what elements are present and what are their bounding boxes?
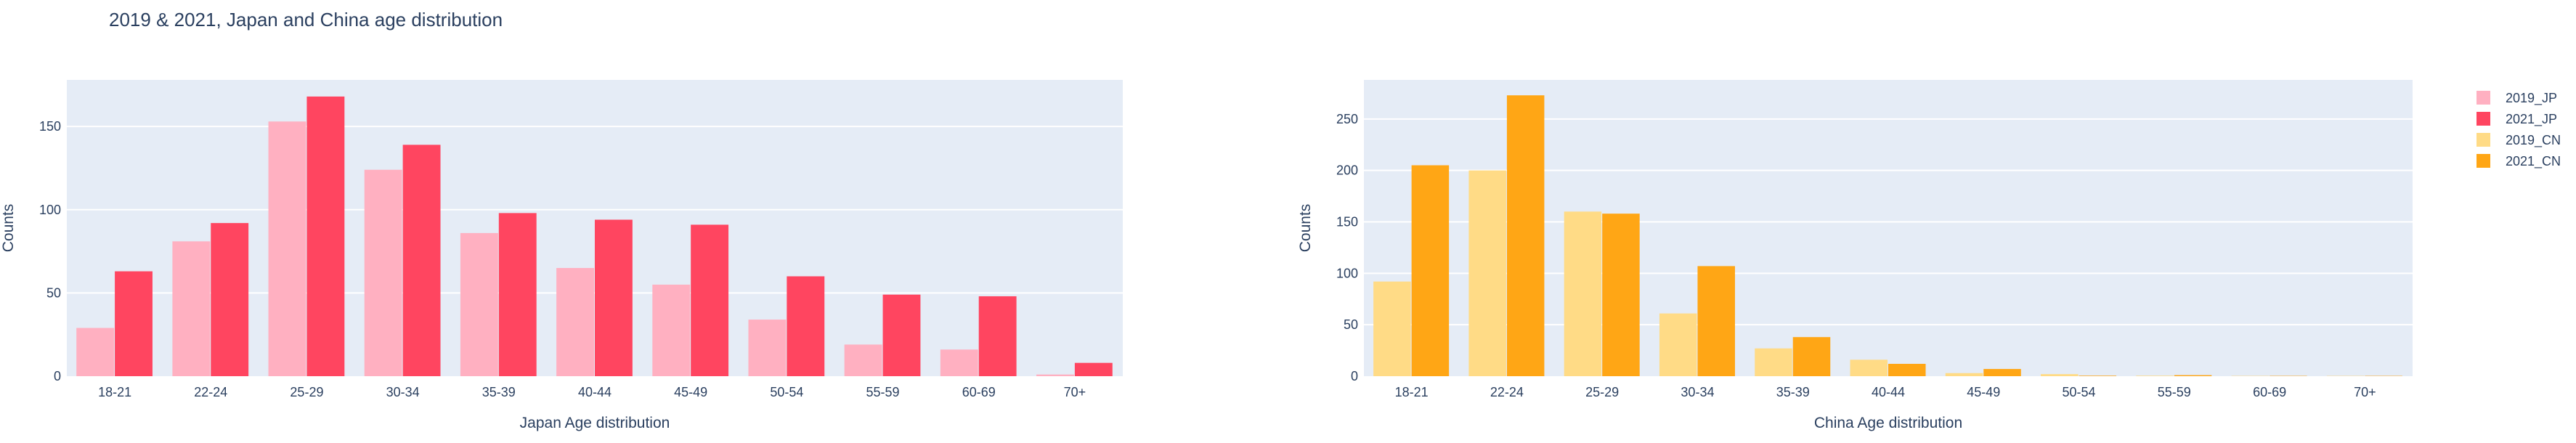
legend-label-2019_JP[interactable]: 2019_JP bbox=[2506, 91, 2557, 106]
china-y-tick-label: 0 bbox=[1351, 369, 1358, 383]
bar-2021_CN-35-39[interactable] bbox=[1792, 337, 1831, 376]
china-y-axis-title: Counts bbox=[1297, 204, 1314, 253]
japan-x-axis-title: Japan Age distribution bbox=[520, 415, 670, 431]
bar-2019_CN-45-49[interactable] bbox=[1945, 373, 1983, 376]
japan-y-tick-label: 0 bbox=[54, 369, 61, 383]
china-x-tick-label: 70+ bbox=[2354, 385, 2376, 399]
japan-y-tick-label: 150 bbox=[39, 119, 61, 134]
bar-2021_JP-22-24[interactable] bbox=[211, 223, 249, 376]
japan-x-tick-label: 30-34 bbox=[386, 385, 420, 399]
legend-swatch-2021_CN[interactable] bbox=[2477, 154, 2490, 168]
bar-2021_JP-55-59[interactable] bbox=[882, 294, 921, 376]
bar-2021_CN-45-49[interactable] bbox=[1983, 369, 2021, 376]
china-x-tick-label: 40-44 bbox=[1872, 385, 1905, 399]
bar-2019_JP-55-59[interactable] bbox=[844, 344, 882, 376]
china-y-tick-label: 100 bbox=[1336, 266, 1358, 280]
china-y-tick-label: 150 bbox=[1336, 215, 1358, 229]
china-x-tick-label: 45-49 bbox=[1967, 385, 2000, 399]
bar-2019_JP-50-54[interactable] bbox=[748, 320, 787, 376]
bar-2019_JP-22-24[interactable] bbox=[172, 241, 211, 376]
bar-2019_CN-30-34[interactable] bbox=[1659, 313, 1697, 376]
bar-2021_JP-18-21[interactable] bbox=[115, 271, 153, 376]
bar-2021_JP-50-54[interactable] bbox=[787, 276, 825, 376]
chart-title: 2019 & 2021, Japan and China age distrib… bbox=[109, 9, 503, 31]
legend-swatch-2019_JP[interactable] bbox=[2477, 91, 2490, 105]
bar-2019_CN-35-39[interactable] bbox=[1755, 348, 1792, 376]
china-x-tick-label: 50-54 bbox=[2063, 385, 2096, 399]
japan-x-tick-label: 22-24 bbox=[194, 385, 227, 399]
bar-2019_CN-22-24[interactable] bbox=[1468, 170, 1506, 376]
japan-x-tick-label: 40-44 bbox=[578, 385, 612, 399]
legend-swatch-2019_CN[interactable] bbox=[2477, 133, 2490, 147]
bar-2019_JP-45-49[interactable] bbox=[652, 284, 691, 376]
japan-y-tick-label: 50 bbox=[46, 285, 61, 300]
legend-label-2021_JP[interactable]: 2021_JP bbox=[2506, 112, 2557, 127]
china-x-tick-label: 25-29 bbox=[1585, 385, 1619, 399]
china-chart-panel: 0 50 100 150 200 250 18-21 22-24 25-29 30-34 35-39… bbox=[1297, 80, 2413, 431]
japan-x-tick-label: 18-21 bbox=[98, 385, 131, 399]
bar-2021_CN-25-29[interactable] bbox=[1602, 214, 1640, 376]
bar-2021_CN-22-24[interactable] bbox=[1506, 95, 1545, 376]
bar-2019_JP-30-34[interactable] bbox=[364, 169, 402, 377]
bar-2019_CN-55-59[interactable] bbox=[2136, 375, 2174, 376]
bar-2021_JP-60-69[interactable] bbox=[978, 296, 1017, 376]
bar-2019_JP-70+[interactable] bbox=[1036, 374, 1074, 376]
bar-2021_JP-70+[interactable] bbox=[1074, 362, 1113, 376]
japan-x-tick-label: 55-59 bbox=[866, 385, 900, 399]
bar-2019_CN-50-54[interactable] bbox=[2041, 374, 2079, 376]
legend-swatch-2021_JP[interactable] bbox=[2477, 112, 2490, 126]
bar-2021_CN-18-21[interactable] bbox=[1411, 165, 1450, 377]
bar-2019_CN-40-44[interactable] bbox=[1850, 359, 1888, 376]
china-x-tick-label: 55-59 bbox=[2158, 385, 2191, 399]
bar-2021_JP-35-39[interactable] bbox=[498, 213, 537, 376]
china-x-tick-label: 35-39 bbox=[1776, 385, 1810, 399]
bar-2019_JP-60-69[interactable] bbox=[940, 349, 978, 376]
china-y-tick-label: 250 bbox=[1336, 112, 1358, 126]
china-y-tick-label: 50 bbox=[1344, 317, 1358, 332]
bar-2021_CN-50-54[interactable] bbox=[2079, 375, 2117, 376]
bar-2021_CN-30-34[interactable] bbox=[1697, 266, 1735, 376]
china-x-tick-label: 60-69 bbox=[2253, 385, 2286, 399]
bar-2021_CN-55-59[interactable] bbox=[2174, 375, 2212, 376]
china-y-tick-label: 200 bbox=[1336, 163, 1358, 178]
japan-x-tick-label: 25-29 bbox=[290, 385, 323, 399]
japan-x-tick-label: 50-54 bbox=[770, 385, 803, 399]
bar-2019_CN-25-29[interactable] bbox=[1564, 211, 1602, 376]
legend-label-2019_CN[interactable]: 2019_CN bbox=[2506, 133, 2561, 148]
bar-2019_JP-40-44[interactable] bbox=[556, 268, 594, 376]
bar-2021_CN-40-44[interactable] bbox=[1888, 364, 1926, 376]
japan-x-tick-label: 45-49 bbox=[674, 385, 707, 399]
china-x-tick-label: 30-34 bbox=[1681, 385, 1714, 399]
bar-2019_JP-18-21[interactable] bbox=[76, 328, 115, 376]
japan-chart-panel: 0 50 100 150 18-21 22-24 25-29 30-34 35-39 40-44 4… bbox=[0, 80, 1123, 431]
japan-x-tick-label: 35-39 bbox=[482, 385, 516, 399]
china-x-tick-label: 22-24 bbox=[1490, 385, 1524, 399]
legend-label-2021_CN[interactable]: 2021_CN bbox=[2506, 154, 2561, 169]
japan-x-tick-label: 60-69 bbox=[962, 385, 996, 399]
japan-x-tick-label: 70+ bbox=[1064, 385, 1086, 399]
bar-2021_JP-40-44[interactable] bbox=[595, 219, 633, 376]
bar-2019_JP-35-39[interactable] bbox=[460, 232, 498, 376]
japan-y-axis-title: Counts bbox=[0, 204, 17, 253]
bar-2019_CN-18-21[interactable] bbox=[1373, 281, 1411, 376]
china-x-tick-label: 18-21 bbox=[1395, 385, 1429, 399]
japan-y-tick-label: 100 bbox=[39, 203, 61, 217]
bar-2021_JP-30-34[interactable] bbox=[402, 145, 441, 377]
bar-2021_JP-45-49[interactable] bbox=[691, 224, 729, 376]
bar-2019_JP-25-29[interactable] bbox=[268, 121, 306, 376]
china-x-axis-title: China Age distribution bbox=[1814, 415, 1962, 431]
bar-2021_JP-25-29[interactable] bbox=[306, 96, 345, 377]
legend: 2019_JP 2021_JP 2019_CN 2021_CN bbox=[2477, 91, 2561, 169]
